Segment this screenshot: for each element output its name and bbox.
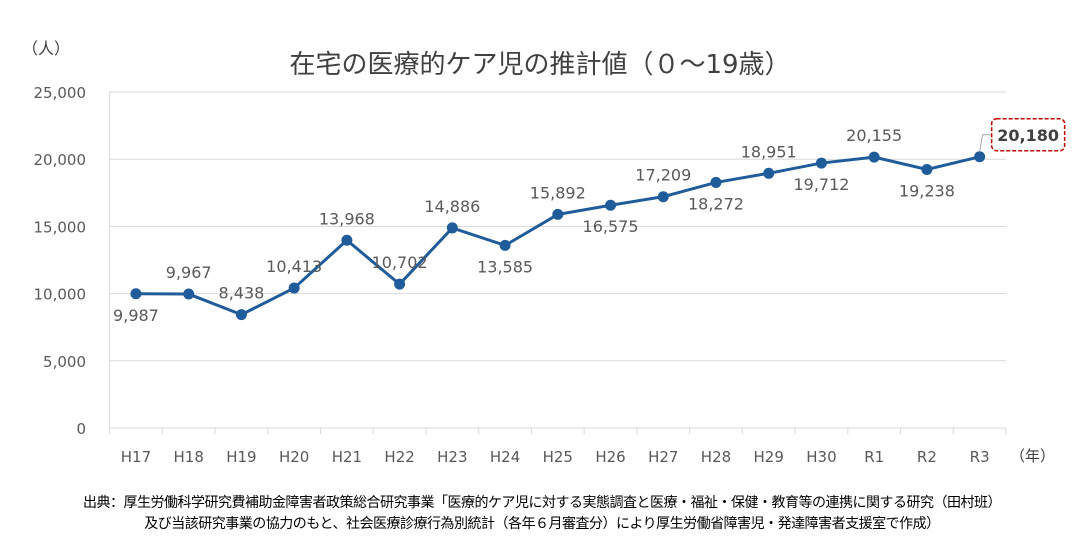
x-tick-label: H17 — [121, 448, 151, 466]
x-tick-label: H25 — [543, 448, 573, 466]
data-label: 16,575 — [583, 217, 639, 236]
data-label: 13,585 — [477, 257, 533, 276]
data-point — [130, 288, 142, 300]
x-axis-unit: （年） — [1010, 447, 1055, 465]
x-tick-label: H27 — [648, 448, 678, 466]
x-tick-label: H18 — [174, 448, 204, 466]
data-point — [921, 163, 933, 175]
data-label: 20,180 — [997, 126, 1059, 145]
data-point — [974, 151, 986, 163]
data-point — [235, 309, 247, 321]
chart-title: 在宅の医療的ケア児の推計値（０～19歳） — [289, 50, 790, 80]
x-tick-label: H21 — [332, 448, 362, 466]
x-tick-label: R3 — [970, 448, 990, 466]
data-label: 10,702 — [372, 253, 428, 272]
data-point — [710, 176, 722, 188]
data-point — [341, 234, 353, 246]
y-tick-label: 15,000 — [34, 218, 87, 236]
x-tick-label: H26 — [595, 448, 625, 466]
data-label: 9,967 — [166, 263, 212, 282]
data-label: 17,209 — [635, 166, 691, 185]
x-tick-label: H28 — [701, 448, 731, 466]
data-label: 8,438 — [219, 284, 265, 303]
data-label: 9,987 — [113, 306, 159, 325]
data-point — [499, 239, 511, 251]
data-point — [815, 157, 827, 169]
data-point — [288, 282, 300, 294]
data-point — [868, 151, 880, 163]
y-axis-unit: （人） — [22, 39, 70, 58]
x-tick-label: R2 — [917, 448, 937, 466]
data-label: 10,413 — [266, 257, 322, 276]
data-point — [605, 199, 617, 211]
data-label: 18,272 — [688, 194, 744, 213]
data-label: 18,951 — [741, 142, 797, 161]
data-label: 20,155 — [846, 126, 902, 145]
data-label: 15,892 — [530, 183, 586, 202]
y-tick-label: 20,000 — [34, 151, 87, 169]
x-tick-label: H20 — [279, 448, 309, 466]
x-tick-label: H23 — [437, 448, 467, 466]
data-point — [657, 191, 669, 203]
y-tick-label: 10,000 — [34, 286, 87, 304]
source-note-line1: 出典：厚生労働科学研究費補助金障害者政策総合研究事業「医療的ケア児に対する実態調… — [83, 495, 1002, 511]
x-tick-label: R1 — [864, 448, 884, 466]
highlight-callout-box — [990, 118, 1066, 152]
y-tick-label: 25,000 — [34, 84, 87, 102]
data-label: 13,968 — [319, 209, 375, 228]
data-point — [394, 278, 406, 290]
x-tick-label: H29 — [754, 448, 784, 466]
y-tick-label: 5,000 — [43, 353, 86, 371]
data-label: 19,238 — [899, 181, 955, 200]
data-point — [183, 288, 195, 300]
source-note-line2: 及び当該研究事業の協力のもと、社会医療診療行為別統計（各年６月審査分）により厚生… — [144, 516, 940, 532]
x-tick-label: H22 — [384, 448, 414, 466]
data-point — [763, 167, 775, 179]
data-point — [552, 208, 564, 220]
data-label: 19,712 — [793, 175, 849, 194]
data-label: 14,886 — [424, 197, 480, 216]
callout-leader — [979, 134, 992, 152]
y-tick-label: 0 — [76, 420, 86, 438]
x-tick-label: H19 — [226, 448, 256, 466]
x-tick-label: H24 — [490, 448, 520, 466]
data-point — [446, 222, 458, 234]
x-tick-label: H30 — [806, 448, 836, 466]
